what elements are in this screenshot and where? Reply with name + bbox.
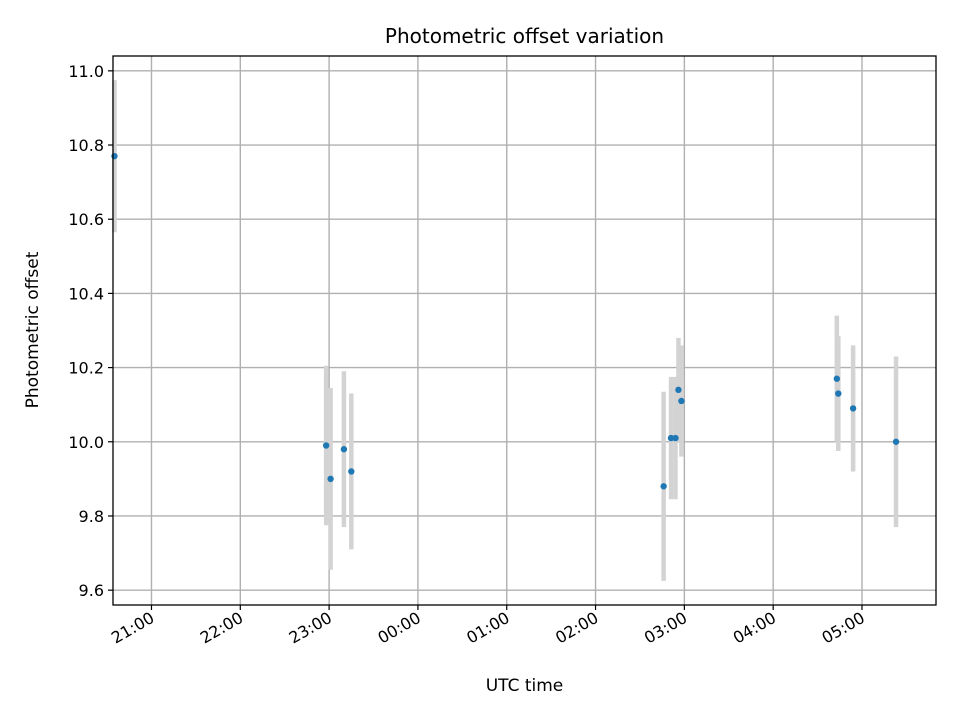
y-tick-label: 10.6: [68, 210, 104, 229]
plot-frame: [112, 55, 937, 606]
data-point: [111, 152, 118, 160]
y-tick-label: 9.8: [79, 507, 104, 526]
data-point: [348, 468, 355, 475]
data-point: [340, 446, 348, 453]
data-point: [322, 442, 330, 449]
y-tick-label: 10.8: [68, 136, 104, 155]
y-tick-label: 10.2: [68, 359, 104, 378]
chart-title: Photometric offset variation: [385, 24, 664, 48]
data-point: [833, 375, 841, 382]
data-point-layer: [111, 152, 900, 490]
data-point: [892, 438, 900, 445]
grid-layer: [113, 56, 936, 605]
data-point: [327, 475, 334, 483]
y-tick-label: 11.0: [68, 62, 104, 81]
data-point: [660, 483, 667, 490]
data-point: [667, 434, 675, 442]
x-axis-label: UTC time: [486, 676, 564, 696]
y-tick-label: 9.6: [79, 581, 104, 600]
y-tick-label: 10.4: [68, 284, 104, 303]
y-axis-label: Photometric offset: [23, 251, 43, 408]
data-point: [835, 390, 842, 397]
data-point: [675, 386, 682, 394]
data-point: [672, 434, 679, 442]
y-tick-label: 10.0: [68, 433, 104, 452]
data-point: [678, 397, 685, 405]
data-point: [849, 405, 857, 412]
